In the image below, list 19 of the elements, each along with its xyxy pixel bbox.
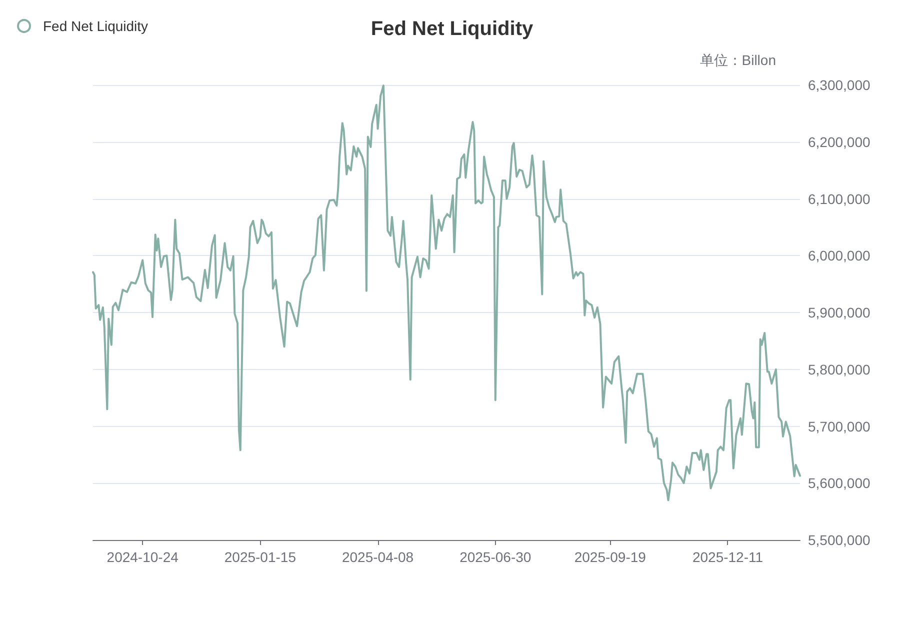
y-tick-label: 5,500,000 — [808, 532, 870, 548]
y-tick-label: 5,700,000 — [808, 418, 870, 434]
chart-title: Fed Net Liquidity — [370, 18, 534, 40]
y-tick-label: 5,600,000 — [808, 475, 870, 492]
x-tick-label: 2025-04-08 — [342, 549, 414, 565]
y-tick-label: 6,200,000 — [808, 134, 870, 150]
line-series — [92, 84, 801, 502]
y-tick-label: 5,800,000 — [808, 361, 870, 378]
y-tick-label: 5,900,000 — [808, 304, 870, 320]
y-tick-label: 6,000,000 — [808, 248, 870, 264]
y-tick-label: 6,100,000 — [808, 190, 870, 207]
x-tick-label: 2025-12-11 — [692, 549, 764, 565]
x-tick-label: 2025-01-15 — [224, 549, 296, 565]
x-tick-label: 2025-09-19 — [574, 549, 646, 565]
y-tick-label: 6,300,000 — [808, 77, 870, 93]
y-axis-title: 单位：Billon — [700, 52, 776, 68]
legend-label: Fed Net Liquidity — [43, 18, 148, 34]
x-tick-label: 2025-06-30 — [460, 549, 532, 565]
x-tick-label: 2024-10-24 — [106, 549, 179, 565]
